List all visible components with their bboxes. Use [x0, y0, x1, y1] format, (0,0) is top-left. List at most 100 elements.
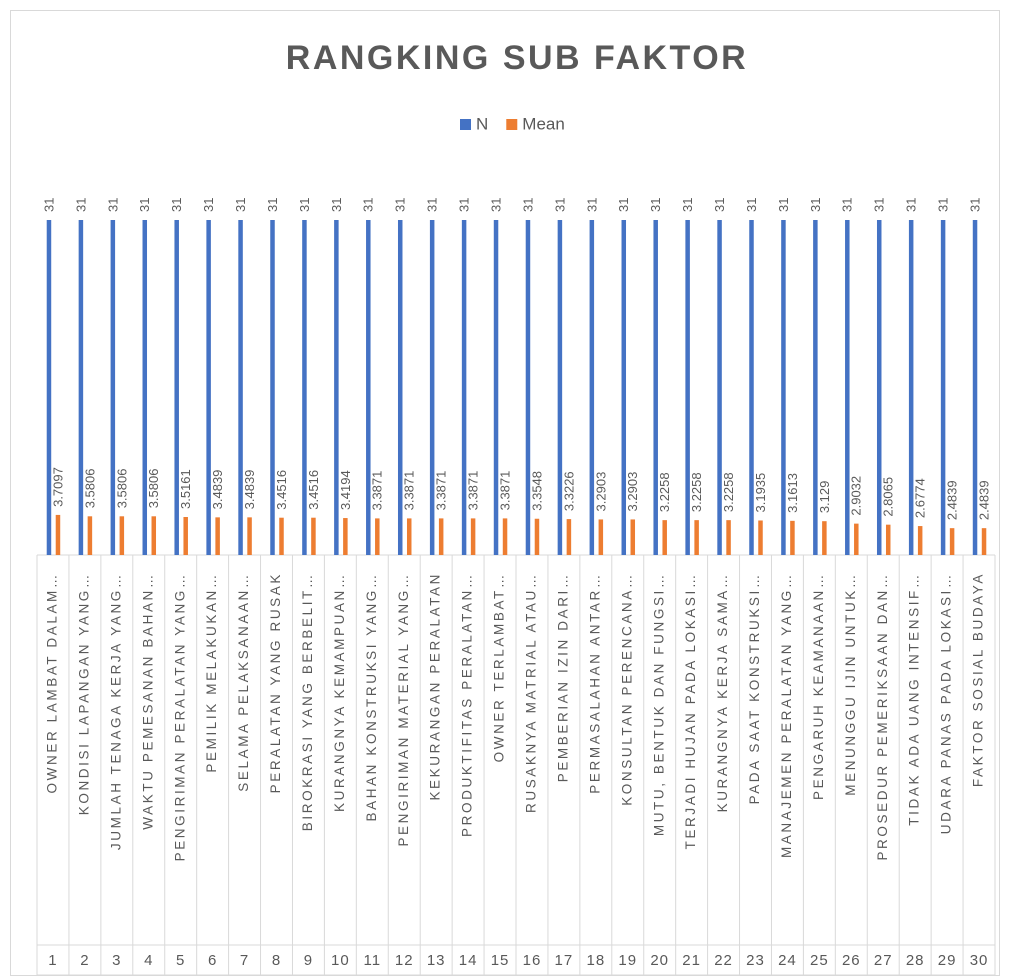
bar — [206, 220, 211, 555]
x-tick-label: OWNER TERLAMBAT… — [492, 572, 507, 762]
bar — [334, 220, 339, 555]
x-tick-label: JUMLAH TENAGA KERJA YANG… — [108, 572, 123, 850]
x-tick-number: 21 — [682, 952, 701, 969]
value-label: 31 — [967, 198, 982, 212]
value-label: 31 — [425, 198, 440, 212]
x-tick-number: 28 — [906, 952, 925, 969]
bar — [46, 220, 52, 555]
x-tick-label: KURANGNYA KEMAMPUAN… — [332, 572, 347, 812]
x-tick-label: MUTU, BENTUK DAN FUNGSI… — [651, 572, 666, 836]
legend-label: Mean — [522, 114, 565, 133]
value-label: 3.3871 — [402, 471, 417, 511]
bar — [493, 220, 499, 555]
value-label: 31 — [105, 198, 120, 212]
x-tick-number: 8 — [272, 952, 281, 969]
value-label: 31 — [584, 198, 599, 212]
x-tick-label: PERALATAN YANG RUSAK — [268, 572, 283, 793]
x-tick-label: TIDAK ADA UANG INTENSIF… — [907, 572, 922, 826]
value-label: 3.2903 — [593, 472, 608, 512]
value-label: 31 — [457, 198, 472, 212]
value-label: 3.5806 — [146, 469, 161, 509]
bar — [78, 220, 84, 555]
bar — [534, 518, 540, 555]
bar — [694, 520, 699, 555]
x-tick-label: PRODUKTIFITAS PERALATAN… — [460, 572, 475, 837]
x-tick-number: 27 — [874, 952, 893, 969]
bar — [790, 520, 795, 555]
bar — [781, 220, 786, 555]
x-tick-number: 4 — [144, 952, 153, 969]
legend-swatch — [506, 119, 518, 130]
value-label: 2.6774 — [913, 478, 928, 518]
bar — [110, 220, 116, 555]
value-label: 3.2258 — [721, 472, 736, 512]
bar — [366, 220, 371, 555]
x-tick-label: PEMILIK MELAKUKAN… — [204, 572, 219, 773]
bar — [525, 220, 531, 555]
bar — [758, 520, 763, 555]
bar — [876, 220, 882, 555]
legend-label: N — [476, 114, 488, 133]
bar — [845, 220, 850, 555]
bar — [215, 517, 220, 555]
bar — [397, 220, 403, 555]
value-label: 31 — [201, 198, 216, 212]
bar — [726, 520, 731, 555]
bar — [87, 516, 93, 555]
x-tick-label: BIROKRASI YANG BERBELIT… — [300, 572, 315, 831]
value-label: 31 — [361, 198, 376, 212]
value-label: 31 — [904, 198, 919, 212]
bar — [502, 518, 508, 555]
x-tick-label: KEKURANGAN PERALATAN — [428, 572, 443, 801]
value-label: 31 — [169, 198, 184, 212]
bar — [917, 526, 923, 555]
bar — [822, 521, 827, 555]
x-tick-label: PEMBERIAN IZIN DARI… — [555, 572, 570, 782]
x-tick-label: PADA SAAT KONSTRUKSI… — [747, 572, 762, 804]
legend-swatch — [460, 119, 471, 130]
value-label: 3.3871 — [370, 471, 385, 511]
bar — [972, 220, 978, 555]
x-tick-label: MENUNGGU IJIN UNTUK… — [843, 572, 858, 796]
x-tick-number: 13 — [427, 952, 446, 969]
value-label: 31 — [520, 198, 535, 212]
value-label: 3.4194 — [338, 470, 353, 510]
value-label: 31 — [488, 198, 503, 212]
bar — [653, 220, 658, 555]
value-label: 31 — [936, 198, 951, 212]
bar — [598, 519, 604, 555]
value-label: 31 — [297, 198, 312, 212]
x-tick-number: 18 — [586, 952, 605, 969]
bar — [981, 528, 987, 555]
value-label: 3.4839 — [210, 470, 225, 510]
x-tick-number: 9 — [304, 952, 313, 969]
x-tick-label: OWNER LAMBAT DALAM… — [45, 572, 60, 793]
x-tick-number: 3 — [112, 952, 121, 969]
bar — [247, 517, 252, 555]
value-label: 3.2258 — [689, 472, 704, 512]
x-tick-number: 2 — [80, 952, 89, 969]
value-label: 31 — [329, 198, 344, 212]
x-tick-number: 26 — [842, 952, 861, 969]
value-label: 3.5806 — [82, 469, 97, 509]
x-tick-number: 14 — [459, 952, 478, 969]
x-tick-label: KONSULTAN PERENCANA… — [619, 572, 634, 806]
value-label: 31 — [872, 198, 887, 212]
bar — [311, 517, 316, 555]
bar — [151, 516, 157, 555]
bar — [406, 518, 412, 555]
x-tick-number: 19 — [618, 952, 637, 969]
value-label: 31 — [808, 198, 823, 212]
bar — [183, 517, 188, 555]
value-label: 31 — [233, 198, 248, 212]
x-tick-number: 5 — [176, 952, 185, 969]
value-label: 2.8065 — [881, 477, 896, 517]
bar — [375, 518, 380, 555]
x-tick-number: 23 — [746, 952, 765, 969]
bar — [461, 220, 467, 555]
value-label: 3.5161 — [178, 469, 193, 509]
value-label: 31 — [712, 198, 727, 212]
bar — [908, 220, 914, 555]
value-label: 3.3871 — [497, 471, 512, 511]
x-tick-label: FAKTOR SOSIAL BUDAYA — [971, 572, 986, 787]
